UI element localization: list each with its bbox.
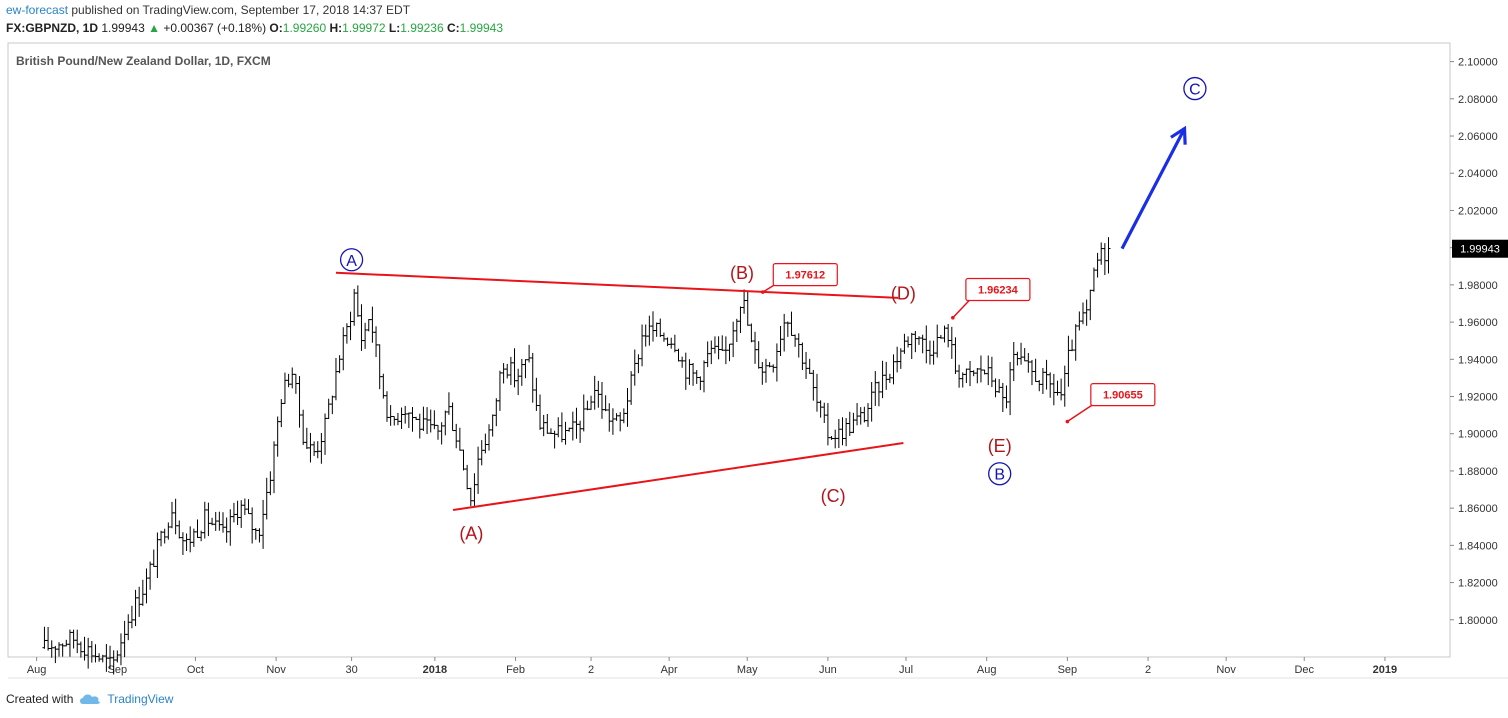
- price-tick-label: 1.98000: [1458, 280, 1498, 292]
- high-value: 1.99972: [342, 21, 386, 35]
- author-link[interactable]: ew-forecast: [6, 3, 69, 17]
- time-tick-label: Sep: [108, 664, 128, 676]
- symbol-label: FX:GBPNZD, 1D: [6, 21, 99, 35]
- price-callout[interactable]: 1.96234: [951, 277, 1031, 320]
- last-price-tag-bg: [1452, 239, 1508, 258]
- price-tick-label: 1.82000: [1458, 578, 1498, 590]
- tradingview-cloud-icon: [80, 694, 101, 704]
- price-tick-label: 1.88000: [1458, 466, 1498, 478]
- price-axis[interactable]: 2.100002.080002.060002.040002.020002.000…: [1450, 57, 1498, 627]
- price-tick-label: 1.94000: [1458, 354, 1498, 366]
- price-tick-label: 1.86000: [1458, 503, 1498, 515]
- footer: Created with TradingView: [6, 692, 173, 706]
- price-tick-label: 2.06000: [1458, 131, 1498, 143]
- time-tick-label: 2: [1145, 664, 1151, 676]
- price-callouts[interactable]: 1.97612 1.96234 1.90655: [761, 263, 1156, 424]
- trendlines[interactable]: [335, 271, 904, 512]
- time-tick-label: Nov: [266, 664, 286, 676]
- wave-label-circle-C: C: [1183, 76, 1207, 101]
- time-axis[interactable]: Aug Sep Oct Nov 30 2018 Feb 2 Apr May Jun Jul Aug Sep…: [27, 657, 1397, 676]
- time-tick-label: Sep: [1058, 664, 1078, 676]
- published-text: published on TradingView.com, September …: [71, 3, 411, 17]
- callout-price-label: 1.97612: [785, 270, 825, 282]
- symbol-ohlc-line: FX:GBPNZD, 1D 1.99943 ▲ +0.00367 (+0.18%…: [6, 21, 503, 35]
- close-value: 1.99943: [459, 21, 504, 35]
- last-price: 1.99943: [101, 21, 145, 35]
- price-tick-label: 2.02000: [1458, 205, 1498, 217]
- close-label: C:: [446, 21, 460, 35]
- time-tick-label: Jul: [899, 664, 913, 676]
- price-tick-label: 2.08000: [1458, 94, 1498, 106]
- time-tick-label: Oct: [187, 664, 204, 676]
- callout-price-label: 1.96234: [978, 285, 1019, 297]
- time-tick-label: May: [737, 664, 758, 676]
- last-price-tag-label: 1.99943: [1460, 244, 1500, 256]
- trendline-upper[interactable]: [335, 271, 899, 299]
- tradingview-brand[interactable]: TradingView: [107, 692, 174, 706]
- publish-header: ew-forecast published on TradingView.com…: [6, 3, 410, 17]
- time-tick-label: Nov: [1216, 664, 1236, 676]
- time-tick-label: 2019: [1373, 664, 1397, 676]
- up-arrow-icon: ▲: [148, 21, 160, 35]
- price-tick-label: 2.04000: [1458, 168, 1498, 180]
- time-tick-label: Aug: [977, 664, 997, 676]
- time-tick-label: Feb: [506, 664, 525, 676]
- wave-label-circle-B: B: [988, 462, 1012, 486]
- wave-label-E: (E): [988, 436, 1012, 456]
- price-tick-label: 1.80000: [1458, 615, 1498, 627]
- time-tick-label: Apr: [661, 664, 678, 676]
- low-label: L:: [388, 21, 401, 35]
- price-callout[interactable]: 1.97612: [761, 263, 838, 294]
- chart-title: British Pound/New Zealand Dollar, 1D, FX…: [16, 54, 271, 68]
- wave-label-text: C: [1189, 82, 1201, 99]
- wave-label-circle-A: A: [339, 248, 364, 272]
- price-tick-label: 1.90000: [1458, 429, 1498, 441]
- open-label: O:: [269, 21, 283, 35]
- time-tick-label: 2018: [423, 664, 447, 676]
- time-tick-label: Aug: [27, 664, 47, 676]
- created-with-label: Created with: [6, 692, 74, 706]
- ohlc-bars: [42, 237, 1111, 675]
- arrow-head-icon: [1170, 125, 1187, 145]
- time-tick-label: 2: [588, 664, 594, 676]
- arrow-shaft[interactable]: [1120, 127, 1186, 250]
- trendline-lower[interactable]: [452, 442, 904, 512]
- price-tick-label: 1.84000: [1458, 540, 1498, 552]
- ohlc-bar: [1106, 237, 1111, 274]
- wave-label-text: A: [346, 253, 357, 270]
- time-tick-label: 30: [345, 664, 357, 676]
- wave-label-D: (D): [891, 283, 916, 303]
- wave-label-text: B: [994, 467, 1005, 484]
- high-label: H:: [329, 21, 343, 35]
- wave-label-A: (A): [459, 523, 483, 543]
- last-price-tag: 1.99943: [1452, 239, 1508, 258]
- low-value: 1.99236: [400, 21, 444, 35]
- open-value: 1.99260: [282, 21, 327, 35]
- wave-label-B: (B): [730, 263, 754, 283]
- price-tick-label: 1.96000: [1458, 317, 1498, 329]
- projection-arrow[interactable]: [1120, 125, 1187, 250]
- wave-label-C: (C): [821, 486, 846, 506]
- tradingview-link[interactable]: TradingView: [79, 692, 173, 706]
- wave-labels: A (A) (B) (C) (D) (E) B C: [339, 76, 1207, 543]
- callout-price-label: 1.90655: [1103, 390, 1143, 402]
- price-chart[interactable]: 2.100002.080002.060002.040002.020002.000…: [0, 0, 1508, 690]
- price-tick-label: 1.92000: [1458, 392, 1498, 404]
- time-tick-label: Dec: [1294, 664, 1314, 676]
- change-value: +0.00367 (+0.18%): [163, 21, 267, 35]
- price-tick-label: 2.10000: [1458, 57, 1498, 69]
- price-callout[interactable]: 1.90655: [1065, 383, 1156, 424]
- time-tick-label: Jun: [819, 664, 837, 676]
